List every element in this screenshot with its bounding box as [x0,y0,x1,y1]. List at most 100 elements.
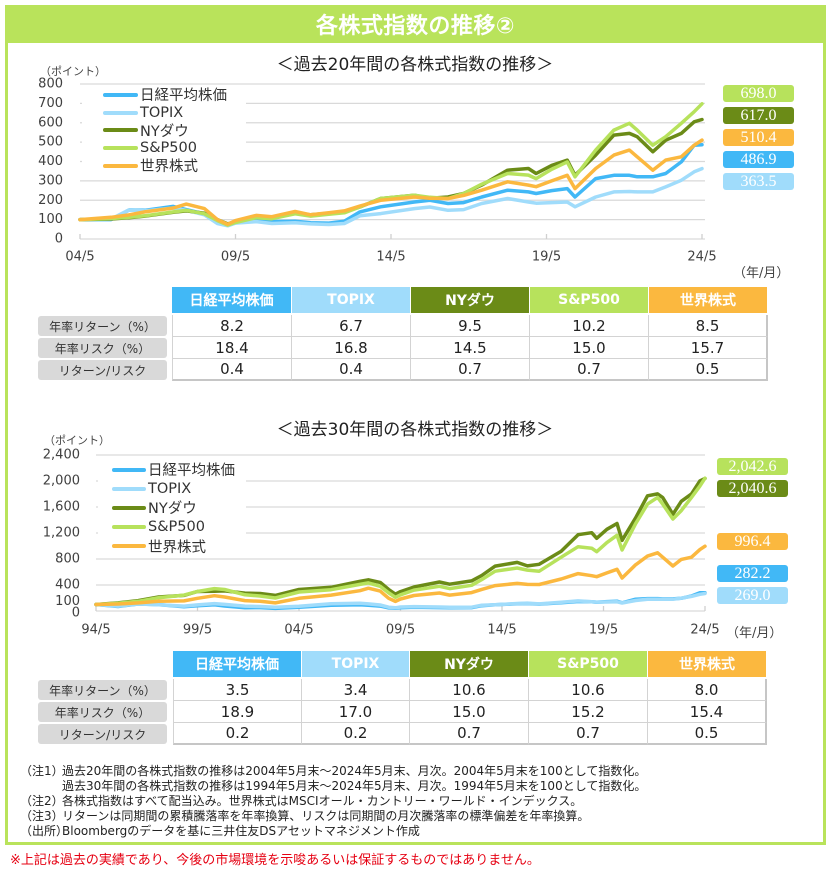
stats-table-30y: 日経平均株価 TOPIX NYダウ S&P500 世界株式 年率リターン（%） … [38,651,767,745]
x-tick-label: 09/5 [221,250,250,265]
x-tick-label: 14/5 [487,623,516,638]
y-tick-label: 200 [38,193,63,208]
table-cell: 18.9 [173,701,302,723]
table-cell: 15.2 [529,701,648,723]
legend-swatch-topix [103,110,138,115]
end-value-label-topix: 363.5 [723,173,794,190]
x-tick-label: 19/5 [589,623,618,638]
footnote: （注3） リターンは同期間の累積騰落率を年率換算、リスクは同期間の月次騰落率の標… [20,809,646,824]
x-tick-label: 94/5 [81,623,110,638]
legend-swatch-world-equity [112,544,146,549]
table-cell: 8.5 [649,315,768,337]
end-value-label-ny-dow: 617.0 [723,107,794,124]
footnote-text: 過去20年間の各株式指数の推移は2004年5月末～2024年5月末、月次。200… [62,764,647,778]
legend-item-world-equity: 世界株式 [82,157,246,175]
x-tick-label: 24/5 [690,623,719,638]
table-cell: 0.7 [530,359,649,381]
y-tick-label: 100 [55,594,80,609]
x-tick-label: 19/5 [532,250,561,265]
row-label-annual-risk: 年率リスク（%） [38,338,167,358]
y-tick-label: 800 [55,552,80,567]
table-cell: 6.7 [292,315,411,337]
legend-item-ny-dow: NYダウ [82,121,246,140]
legend-item-ny-dow: NYダウ [98,498,246,517]
footnote-text: Bloombergのデータを基に三井住友DSアセットマネジメント作成 [62,824,420,838]
footnote-label: （注2） [20,794,64,808]
chart-20y-legend: 日経平均株価 TOPIX NYダウ S&P500 世界株式 [82,86,246,175]
footnotes: （注1） 過去20年間の各株式指数の推移は2004年5月末～2024年5月末、月… [20,764,646,839]
disclaimer: ※上記は過去の実績であり、今後の市場環境を示唆あるいは保証するものではありません… [10,853,540,868]
footnote: （出所） Bloombergのデータを基に三井住友DSアセットマネジメント作成 [20,824,646,839]
legend-swatch-nikkei [112,467,146,472]
series-line-sp500 [94,476,707,607]
table-cell: 8.0 [648,679,767,701]
column-header-ny-dow: NYダウ [410,651,529,677]
legend-label: 日経平均株価 [148,463,235,480]
table-cell: 0.7 [529,723,648,745]
legend-item-nikkei: 日経平均株価 [82,86,246,104]
footnote-label: （注3） [20,809,64,823]
legend-item-topix: TOPIX [82,104,246,122]
table-cell: 8.2 [172,315,292,337]
y-tick-label: 400 [55,578,80,593]
table-cell: 0.5 [648,723,767,745]
x-tick-label: 04/5 [65,250,94,265]
legend-swatch-sp500 [103,145,138,150]
y-tick-label: 1,200 [43,526,80,541]
end-value-label-nikkei: 282.2 [717,565,788,582]
table-cell: 0.4 [172,359,292,381]
page-title: 各株式指数の推移② [315,14,516,39]
legend-swatch-sp500 [112,525,146,530]
chart-20y-title: ＜過去20年間の各株式指数の推移＞ [276,55,554,75]
legend-label: 世界株式 [140,159,198,176]
y-tick-label: 2,000 [43,474,80,489]
table-corner [38,651,167,679]
y-tick-label: 0 [72,606,80,621]
chart-30y-title: ＜過去30年間の各株式指数の推移＞ [276,420,554,440]
end-value-label-ny-dow: 2,040.6 [717,480,788,497]
row-label-return-risk: リターン/リスク [38,724,167,744]
end-value-label-sp500: 698.0 [723,85,794,102]
chart-20y-x-unit: （年/月） [733,266,790,281]
legend-item-nikkei: 日経平均株価 [98,460,246,479]
x-tick-label: 99/5 [183,623,212,638]
row-label-annual-return: 年率リターン（%） [38,680,167,700]
legend-swatch-nikkei [103,92,138,97]
column-header-sp500: S&P500 [530,287,649,313]
table-cell: 0.7 [411,359,530,381]
legend-swatch-topix [112,486,146,491]
table-cell: 9.5 [411,315,530,337]
table-cell: 0.2 [173,723,302,745]
chart-30y-y-unit: （ポイント） [44,434,110,447]
footnote-text: 各株式指数はすべて配当込み。世界株式はMSCIオール・カントリー・ワールド・イン… [62,794,583,808]
legend-item-world-equity: 世界株式 [98,537,246,556]
table-cell: 17.0 [302,701,410,723]
header-band: 各株式指数の推移② [5,5,826,43]
column-header-world-equity: 世界株式 [648,651,767,677]
column-header-sp500: S&P500 [529,651,648,677]
table-cell: 3.5 [173,679,302,701]
end-value-label-world-equity: 510.4 [723,129,794,146]
legend-label: NYダウ [140,123,189,140]
stats-table-20y: 日経平均株価 TOPIX NYダウ S&P500 世界株式 年率リターン（%） … [38,287,768,381]
end-value-label-sp500: 2,042.6 [717,458,788,475]
y-tick-label: 1,600 [43,500,80,515]
y-tick-label: 2,400 [43,448,80,463]
table-cell: 10.2 [530,315,649,337]
end-value-label-nikkei: 486.9 [723,151,794,168]
x-tick-label: 24/5 [687,250,716,265]
legend-item-sp500: S&P500 [98,518,246,537]
footnote-text: 過去30年間の各株式指数の推移は1994年5月末～2024年5月末、月次。199… [62,779,647,793]
table-cell: 10.6 [529,679,648,701]
legend-label: TOPIX [140,104,184,121]
chart-30y-x-unit: （年/月） [726,626,783,641]
legend-label: 日経平均株価 [140,88,227,105]
x-tick-label: 14/5 [376,250,405,265]
footnote: 過去30年間の各株式指数の推移は1994年5月末～2024年5月末、月次。199… [20,779,646,794]
table-cell: 0.2 [302,723,410,745]
x-tick-label: 09/5 [386,623,415,638]
y-tick-label: 100 [38,212,63,227]
column-header-ny-dow: NYダウ [411,287,530,313]
